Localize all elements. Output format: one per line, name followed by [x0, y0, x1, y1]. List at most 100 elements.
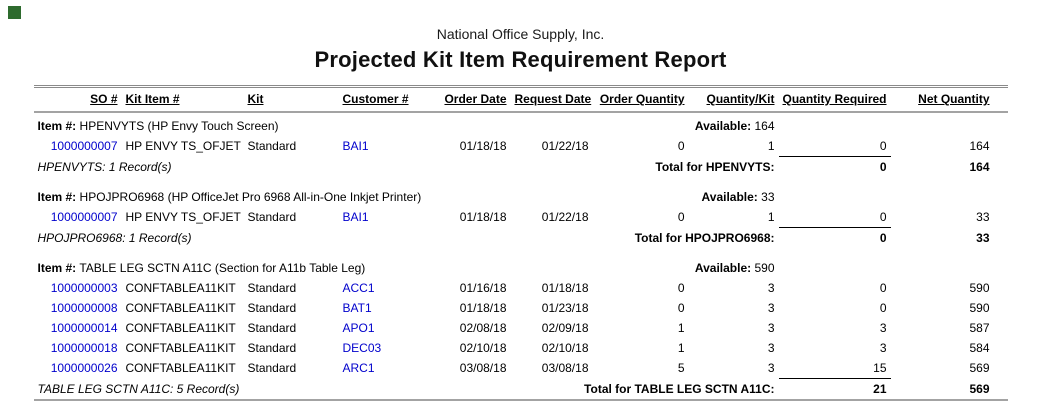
- request-date-cell: 01/18/18: [541, 281, 589, 295]
- table-row: 1000000026 CONFTABLEA11KIT Standard ARC1…: [34, 358, 1008, 379]
- col-header-request-date: Request Date: [510, 86, 593, 113]
- request-date-cell: 01/22/18: [541, 139, 589, 154]
- request-date-cell: 01/23/18: [541, 301, 589, 315]
- available-value: 164: [754, 119, 775, 133]
- request-date-cell: 03/08/18: [541, 361, 589, 376]
- customer-link[interactable]: BAT1: [342, 301, 372, 315]
- request-date-cell: 01/22/18: [541, 210, 589, 225]
- item-number-label: Item #:: [37, 190, 77, 204]
- so-link[interactable]: 1000000007: [50, 210, 118, 225]
- order-qty-cell: 1: [677, 341, 685, 355]
- net-qty-cell: 587: [969, 321, 990, 335]
- kit-cell: Standard: [247, 321, 297, 335]
- item-description: HPOJPRO6968 (HP OfficeJet Pro 6968 All-i…: [79, 190, 422, 204]
- kit-item-cell: HP ENVY TS_OFJET: [125, 210, 241, 225]
- records-count: HPENVYTS: 1 Record(s): [37, 159, 172, 174]
- kit-cell: Standard: [247, 139, 297, 154]
- item-description: HPENVYTS (HP Envy Touch Screen): [79, 119, 279, 133]
- item-group: Item #: TABLE LEG SCTN A11C (Section for…: [34, 255, 1008, 400]
- order-qty-cell: 0: [677, 281, 685, 295]
- table-row: 1000000008 CONFTABLEA11KIT Standard BAT1…: [34, 298, 1008, 318]
- group-total-net: 33: [976, 230, 990, 245]
- qty-required-cell: 15: [873, 361, 887, 375]
- order-qty-cell: 1: [677, 321, 685, 335]
- report-table: SO # Kit Item # Kit Customer # Order Dat…: [33, 85, 1008, 401]
- so-link[interactable]: 1000000007: [50, 139, 118, 154]
- order-date-cell: 01/18/18: [459, 139, 507, 154]
- qty-required-cell: 0: [879, 301, 887, 315]
- qty-per-kit-cell: 3: [767, 301, 775, 315]
- order-date-cell: 01/18/18: [459, 301, 507, 315]
- customer-link[interactable]: ARC1: [342, 361, 375, 376]
- net-qty-cell: 569: [969, 361, 990, 376]
- group-spacer: [34, 248, 1008, 255]
- group-total-label: Total for HPOJPRO6968:: [634, 230, 775, 245]
- kit-cell: Standard: [247, 341, 297, 355]
- qty-per-kit-cell: 1: [767, 210, 775, 225]
- table-row: 1000000007 HP ENVY TS_OFJET Standard BAI…: [34, 136, 1008, 157]
- kit-item-cell: CONFTABLEA11KIT: [125, 361, 236, 376]
- col-header-qty-required: Quantity Required: [778, 86, 891, 113]
- order-qty-cell: 0: [677, 301, 685, 315]
- item-description: TABLE LEG SCTN A11C (Section for A11b Ta…: [79, 261, 366, 275]
- col-header-order-date: Order Date: [438, 86, 511, 113]
- group-total-label: Total for HPENVYTS:: [655, 159, 775, 174]
- group-total-qty-required: 21: [778, 378, 891, 400]
- qty-required-cell: 3: [879, 321, 887, 335]
- col-header-so: SO #: [33, 86, 122, 113]
- col-header-customer: Customer #: [338, 86, 439, 113]
- group-footer-row: HPOJPRO6968: 1 Record(s) Total for HPOJP…: [34, 227, 1008, 248]
- available-value: 590: [754, 261, 775, 275]
- table-row: 1000000007 HP ENVY TS_OFJET Standard BAI…: [34, 207, 1008, 228]
- so-link[interactable]: 1000000014: [50, 321, 118, 335]
- net-qty-cell: 590: [969, 301, 990, 315]
- qty-required-cell: 3: [879, 341, 887, 355]
- so-link[interactable]: 1000000018: [50, 341, 118, 355]
- records-count: TABLE LEG SCTN A11C: 5 Record(s): [37, 381, 240, 396]
- kit-cell: Standard: [247, 301, 297, 315]
- group-spacer: [34, 177, 1008, 184]
- column-header-row: SO # Kit Item # Kit Customer # Order Dat…: [33, 86, 1008, 113]
- order-date-cell: 03/08/18: [459, 361, 507, 376]
- item-number-label: Item #:: [37, 261, 77, 275]
- net-qty-cell: 164: [969, 139, 990, 154]
- item-group: Item #: HPOJPRO6968 (HP OfficeJet Pro 69…: [34, 184, 1008, 255]
- net-qty-cell: 590: [969, 281, 990, 295]
- qty-per-kit-cell: 3: [767, 321, 775, 335]
- order-qty-cell: 0: [677, 210, 685, 225]
- group-footer-row: TABLE LEG SCTN A11C: 5 Record(s) Total f…: [34, 378, 1008, 400]
- qty-per-kit-cell: 1: [767, 139, 775, 154]
- so-link[interactable]: 1000000026: [50, 361, 118, 376]
- kit-item-cell: HP ENVY TS_OFJET: [125, 139, 241, 154]
- kit-item-cell: CONFTABLEA11KIT: [125, 321, 236, 335]
- order-qty-cell: 0: [677, 139, 685, 154]
- item-number-label: Item #:: [37, 119, 77, 133]
- order-date-cell: 02/10/18: [459, 341, 507, 355]
- customer-link[interactable]: BAI1: [342, 139, 369, 154]
- item-group-header: Item #: TABLE LEG SCTN A11C (Section for…: [34, 255, 1008, 278]
- customer-link[interactable]: BAI1: [342, 210, 369, 225]
- kit-cell: Standard: [247, 210, 297, 225]
- item-group-header: Item #: HPOJPRO6968 (HP OfficeJet Pro 69…: [34, 184, 1008, 207]
- table-row: 1000000014 CONFTABLEA11KIT Standard APO1…: [34, 318, 1008, 338]
- group-total-label: Total for TABLE LEG SCTN A11C:: [584, 381, 775, 396]
- group-total-qty-required: 0: [778, 156, 891, 177]
- group-total-qty-required: 0: [778, 227, 891, 248]
- so-link[interactable]: 1000000008: [50, 301, 118, 315]
- available-value: 33: [761, 190, 775, 204]
- customer-link[interactable]: DEC03: [342, 341, 382, 355]
- item-group: Item #: HPENVYTS (HP Envy Touch Screen) …: [34, 112, 1008, 184]
- available-label: Available:: [694, 261, 752, 275]
- net-qty-cell: 33: [976, 210, 990, 225]
- company-name: National Office Supply, Inc.: [436, 26, 605, 42]
- so-link[interactable]: 1000000003: [50, 281, 118, 295]
- green-marker-icon: [8, 6, 21, 19]
- order-qty-cell: 5: [677, 361, 685, 376]
- customer-link[interactable]: APO1: [342, 321, 375, 335]
- request-date-cell: 02/10/18: [541, 341, 589, 355]
- customer-link[interactable]: ACC1: [342, 281, 375, 295]
- net-qty-cell: 584: [969, 341, 990, 355]
- order-date-cell: 02/08/18: [459, 321, 507, 335]
- group-footer-row: HPENVYTS: 1 Record(s) Total for HPENVYTS…: [34, 156, 1008, 177]
- kit-item-cell: CONFTABLEA11KIT: [125, 301, 236, 315]
